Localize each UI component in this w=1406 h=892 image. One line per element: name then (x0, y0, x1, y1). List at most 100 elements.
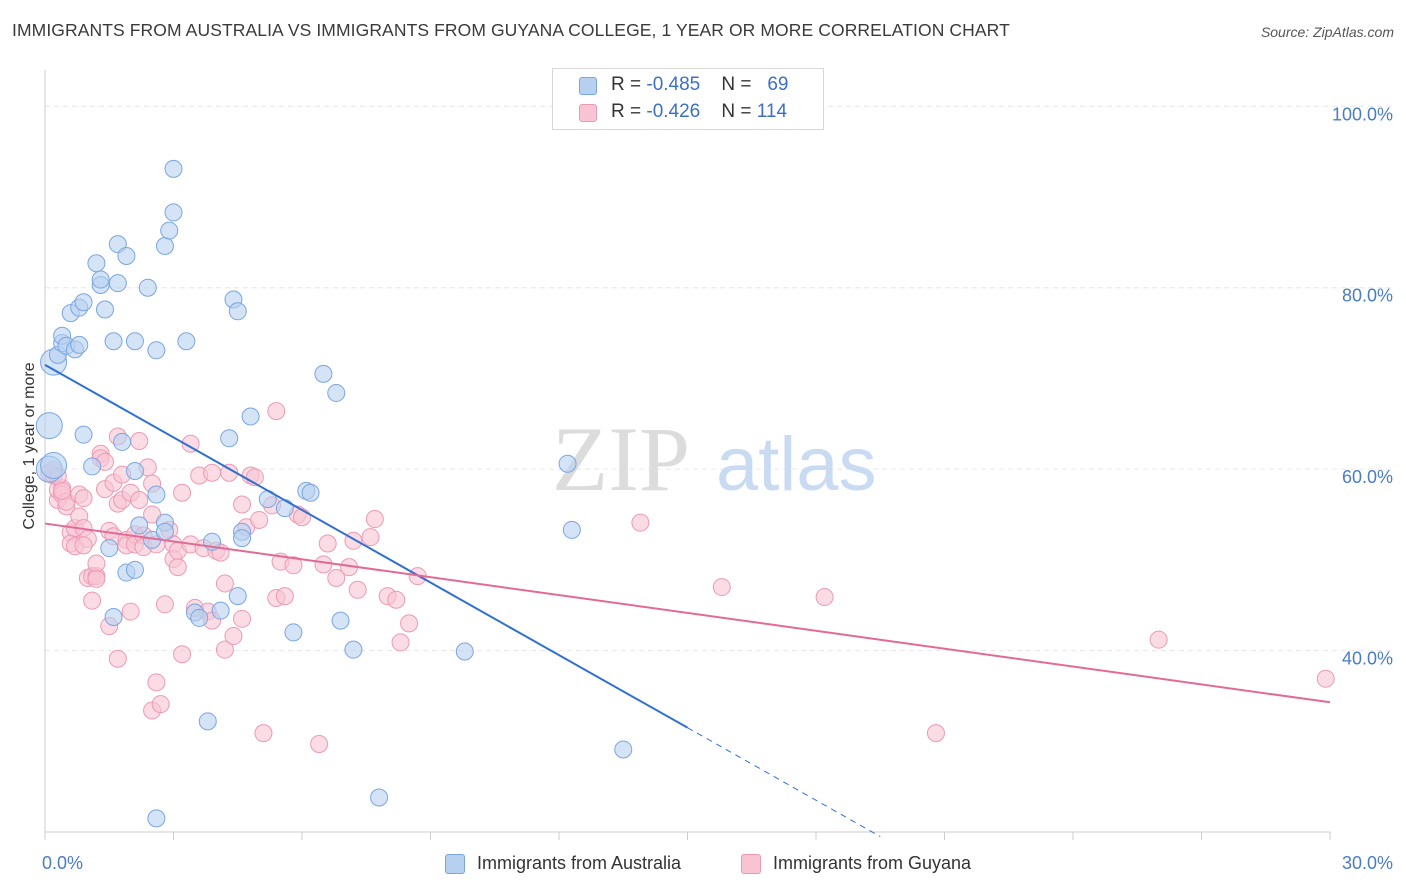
point-guyana (203, 463, 222, 482)
point-guyana (121, 602, 140, 621)
point-guyana (254, 724, 273, 743)
point-australia (147, 485, 166, 504)
point-australia (35, 412, 63, 440)
trend-line-australia (44, 363, 688, 729)
point-guyana (391, 633, 410, 652)
legend-label-australia: Immigrants from Australia (477, 853, 682, 873)
point-guyana (314, 555, 333, 574)
point-australia (74, 293, 93, 312)
point-guyana (250, 510, 269, 529)
point-australia (74, 425, 93, 444)
point-australia (314, 364, 333, 383)
point-australia (331, 611, 350, 630)
stats-r-value: -0.426 (646, 101, 701, 122)
legend-swatch-australia (445, 854, 465, 874)
stats-swatch-guyana (579, 104, 597, 122)
point-guyana (83, 591, 102, 610)
point-australia (177, 332, 196, 351)
chart-title: IMMIGRANTS FROM AUSTRALIA VS IMMIGRANTS … (12, 20, 1010, 40)
point-guyana (87, 569, 106, 588)
point-australia (228, 302, 247, 321)
legend-swatch-guyana (741, 854, 761, 874)
point-guyana (348, 580, 367, 599)
point-australia (100, 539, 119, 558)
point-guyana (143, 505, 162, 524)
point-australia (70, 335, 89, 354)
point-guyana (267, 402, 286, 421)
y-tick-label: 40.0% (1342, 649, 1393, 669)
legend: Immigrants from Australia Immigrants fro… (0, 851, 1406, 879)
point-guyana (361, 528, 380, 547)
point-australia (155, 522, 174, 541)
stats-r-label: R = (611, 74, 647, 95)
point-guyana (926, 724, 945, 743)
series-australia-points (35, 159, 633, 828)
point-australia (241, 407, 260, 426)
stats-n-value: 69 (767, 74, 789, 95)
point-australia (91, 270, 110, 289)
point-guyana (215, 640, 234, 659)
point-guyana (87, 554, 106, 573)
point-guyana (631, 513, 650, 532)
point-guyana (151, 695, 170, 714)
point-guyana (168, 558, 187, 577)
point-australia (95, 300, 114, 319)
point-australia (104, 608, 123, 627)
stats-r-label: R = (611, 101, 647, 122)
point-guyana (387, 590, 406, 609)
watermark-atlas: atlas (716, 422, 877, 507)
stats-n-label: N = (721, 101, 757, 122)
point-australia (147, 341, 166, 360)
watermark: ZIP atlas (552, 408, 877, 510)
point-guyana (712, 578, 731, 597)
point-guyana (215, 574, 234, 593)
point-guyana (400, 614, 419, 633)
point-australia (562, 520, 581, 539)
point-guyana (147, 673, 166, 692)
point-guyana (130, 490, 149, 509)
point-guyana (815, 588, 834, 607)
point-guyana (365, 510, 384, 529)
point-guyana (1316, 669, 1335, 688)
stats-swatch-australia (579, 77, 597, 95)
point-australia (160, 221, 179, 240)
point-australia (211, 601, 230, 620)
stats-box: R = -0.485 N = 69 R = -0.426 N = 114 (552, 68, 824, 130)
point-australia (108, 274, 127, 293)
point-australia (233, 529, 252, 548)
stats-n-value: 114 (756, 101, 788, 122)
point-australia (125, 332, 144, 351)
point-australia (370, 788, 389, 807)
stats-n-label: N = (721, 74, 757, 95)
point-australia (220, 429, 239, 448)
point-australia (87, 254, 106, 273)
point-australia (284, 623, 303, 642)
point-guyana (327, 569, 346, 587)
trend-line-guyana (44, 522, 1331, 704)
point-australia (130, 516, 149, 535)
point-australia (275, 499, 294, 518)
point-guyana (224, 627, 243, 646)
trend-line-extension-australia (687, 727, 881, 837)
point-guyana (310, 735, 329, 754)
point-guyana (74, 489, 93, 508)
gridlines (45, 105, 1394, 652)
point-australia (344, 640, 363, 659)
point-guyana (181, 434, 200, 453)
point-guyana (108, 649, 127, 668)
point-guyana (130, 432, 149, 451)
legend-label-guyana: Immigrants from Guyana (773, 853, 972, 873)
y-tick-label: 80.0% (1342, 286, 1393, 306)
stats-r-value: -0.485 (646, 74, 701, 95)
point-guyana (74, 536, 93, 555)
point-australia (164, 203, 183, 222)
point-guyana (155, 595, 174, 614)
axes (44, 70, 1331, 840)
point-australia (198, 712, 217, 731)
point-guyana (1149, 630, 1168, 649)
point-guyana (173, 483, 192, 502)
point-australia (455, 642, 474, 661)
point-australia (164, 159, 183, 178)
point-australia (558, 454, 577, 473)
